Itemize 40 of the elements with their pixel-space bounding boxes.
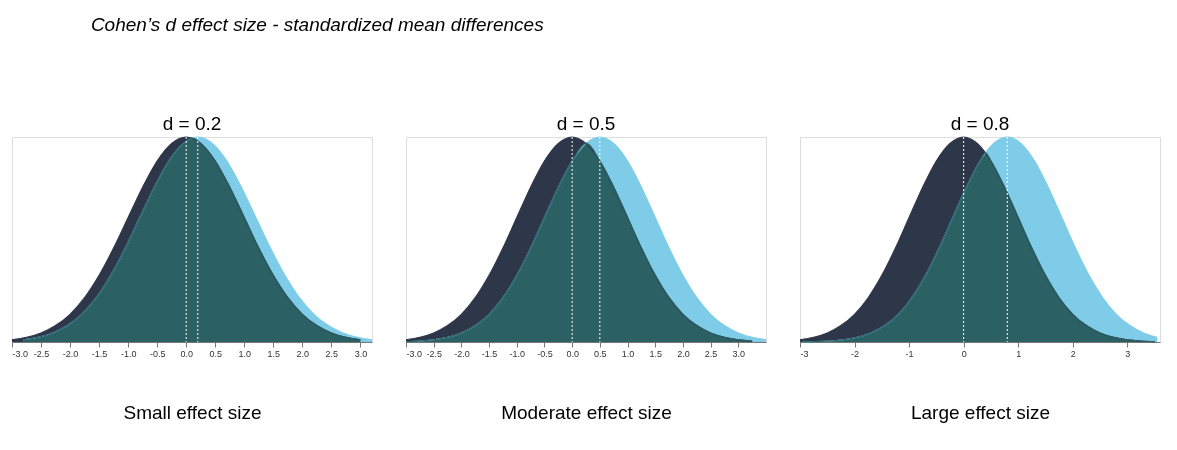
text: Cohen’s d effect size - standardized mean differences	[90, 13, 545, 35]
x-tick-label: 3.0	[354, 348, 368, 359]
x-tick-label: 1.5	[649, 348, 662, 359]
x-tick-label: -2.0	[454, 348, 470, 359]
x-tick-label: 0.0	[566, 348, 579, 359]
x-tick-label: 0	[961, 348, 967, 359]
x-tick-label: 2.0	[296, 348, 310, 359]
x-tick-label: -2.0	[62, 348, 79, 359]
x-tick-label: 1.5	[267, 348, 281, 359]
x-tick-label: 0.5	[209, 348, 222, 359]
x-tick-label: -3.0	[12, 348, 29, 359]
x-tick-label: -1.0	[120, 348, 137, 359]
x-tick-label: -0.5	[537, 348, 553, 359]
chart-title: d = 0.2	[162, 113, 222, 135]
x-tick-label: 3.0	[732, 348, 746, 359]
x-axis-title: Moderate effect size	[501, 401, 672, 423]
x-tick-label: 2.0	[677, 348, 690, 359]
x-tick-label: -3.0	[406, 348, 423, 359]
x-tick-label: -2	[851, 348, 860, 359]
x-tick-label: -0.5	[149, 348, 166, 359]
x-tick-label: -1.5	[481, 348, 498, 359]
x-tick-label: -2.5	[33, 348, 50, 359]
x-tick-label: 0.5	[594, 348, 607, 359]
x-tick-label: 3	[1125, 348, 1131, 359]
x-tick-label: 1	[1016, 348, 1022, 359]
x-axis-title: Small effect size	[123, 401, 262, 423]
x-tick-label: -1.0	[509, 348, 526, 359]
x-tick-label: 2.5	[704, 348, 718, 359]
x-tick-label: 1.0	[238, 348, 252, 359]
x-tick-label: 1.0	[621, 348, 635, 359]
chart-title: d = 0.8	[950, 113, 1010, 135]
chart-title: d = 0.5	[556, 113, 616, 135]
x-axis-title: Large effect size	[910, 401, 1051, 423]
x-tick-label: -3	[800, 348, 809, 359]
x-tick-label: -2.5	[426, 348, 442, 359]
x-tick-label: -1.5	[91, 348, 108, 359]
x-tick-label: 0.0	[180, 348, 193, 359]
x-tick-label: -1	[905, 348, 914, 359]
x-tick-label: 2.5	[325, 348, 339, 359]
x-tick-label: 2	[1070, 348, 1076, 359]
